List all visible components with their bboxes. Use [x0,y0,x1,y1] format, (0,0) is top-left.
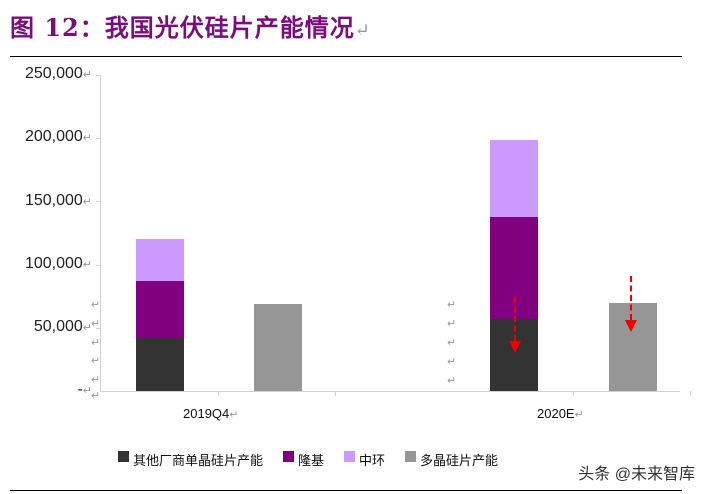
watermark: 头条 @未来智库 [578,466,695,483]
bar-2020e-zhonghuan [490,140,538,217]
return-mark-icon: ↵ [447,375,457,387]
decline-arrow-line [514,297,516,341]
legend-swatch [344,451,356,462]
title-prefix: 图 12： [10,13,105,42]
bar-2019q4-other-mono [136,338,184,391]
figure-title: 图 12：我国光伏硅片产能情况↵ [10,8,371,43]
return-mark-icon: ↵ [91,390,101,402]
return-mark-icon: ↵ [447,356,457,368]
legend-item-zhonghuan: 中环 [344,450,385,469]
y-tick-label: 50,000↵ [33,318,92,335]
y-tick [96,201,100,202]
legend-swatch [405,451,417,462]
x-tick [218,391,219,396]
y-tick [96,265,100,266]
bar-2019q4-poly [254,304,302,391]
decline-arrow-line [630,276,632,320]
return-mark-icon: ↵ [447,337,457,349]
bar-2020e-poly [609,303,657,391]
y-tick-label: 100,000↵ [24,255,92,272]
return-mark-icon: ↵ [447,299,457,311]
y-tick-label: -↵ [77,381,92,398]
return-mark-icon: ↵ [91,318,101,330]
legend-item-poly: 多晶硅片产能 [405,450,498,469]
legend-item-other-mono: 其他厂商单晶硅片产能 [118,450,263,469]
return-mark-icon: ↵ [91,337,101,349]
return-mark-icon: ↵ [91,374,101,386]
y-tick-label: 250,000↵ [24,65,92,82]
return-mark-icon: ↵ [354,20,371,41]
y-tick [96,75,100,76]
y-tick-label: 150,000↵ [24,192,92,209]
return-mark-icon: ↵ [447,318,457,330]
x-label-2019q4: 2019Q4↵ [183,406,239,421]
y-tick [96,138,100,139]
x-tick [335,391,336,396]
x-label-2020e: 2020E↵ [537,406,584,421]
legend-swatch [283,451,295,462]
x-axis [100,391,680,392]
legend-item-longi: 隆基 [283,450,324,469]
legend: 其他厂商单晶硅片产能 隆基 中环 多晶硅片产能 [118,450,498,469]
legend-swatch [118,451,129,462]
return-mark-icon: ↵ [91,355,101,367]
y-tick [96,328,100,329]
y-axis [100,75,101,391]
title-text: 我国光伏硅片产能情况 [104,13,355,42]
bar-2019q4-longi [136,281,184,338]
return-mark-icon: ↵ [91,299,101,311]
arrow-down-icon [625,320,637,332]
y-tick-label: 200,000↵ [24,128,92,145]
top-rule [10,56,682,57]
x-tick [573,391,574,396]
arrow-down-icon [509,341,521,353]
bottom-rule [10,490,682,491]
x-tick [690,391,691,396]
bar-2019q4-zhonghuan [136,239,184,281]
